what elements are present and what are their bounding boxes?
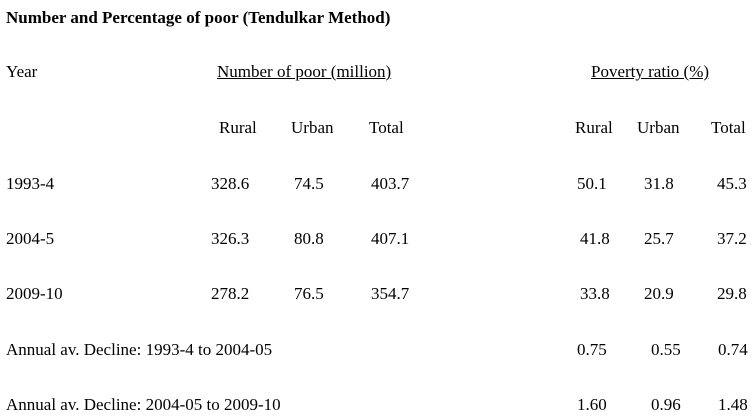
ratio-urban-value: 20.9 (644, 284, 674, 303)
ratio-rural-value: 41.8 (580, 229, 610, 248)
poor-rural-value: 326.3 (211, 229, 250, 248)
poor-total-value: 403.7 (371, 174, 410, 193)
decline-label: Annual av. Decline: 1993-4 to 2004-05 (6, 340, 273, 359)
number-of-poor-header: Number of poor (million) (217, 62, 392, 81)
ratio-total-header: Total (711, 118, 746, 137)
ratio-total-value: 45.3 (717, 174, 747, 193)
ratio-urban-header: Urban (637, 118, 680, 137)
row-year: 1993-4 (6, 174, 55, 193)
poor-urban-value: 76.5 (294, 284, 324, 303)
ratio-total-value: 37.2 (717, 229, 747, 248)
page-title: Number and Percentage of poor (Tendulkar… (6, 8, 391, 27)
poor-rural-header: Rural (219, 118, 257, 137)
ratio-rural-header: Rural (575, 118, 613, 137)
poor-urban-value: 74.5 (294, 174, 324, 193)
ratio-rural-value: 50.1 (577, 174, 607, 193)
row-year: 2004-5 (6, 229, 55, 248)
poor-urban-header: Urban (291, 118, 334, 137)
ratio-total-value: 29.8 (717, 284, 747, 303)
decline-rural-value: 0.75 (577, 340, 607, 359)
decline-urban-value: 0.96 (651, 395, 681, 414)
row-year: 2009-10 (6, 284, 63, 303)
poor-total-value: 407.1 (371, 229, 410, 248)
poor-urban-value: 80.8 (294, 229, 324, 248)
decline-total-value: 0.74 (718, 340, 748, 359)
ratio-urban-value: 25.7 (644, 229, 674, 248)
decline-rural-value: 1.60 (577, 395, 607, 414)
decline-total-value: 1.48 (718, 395, 748, 414)
decline-urban-value: 0.55 (651, 340, 681, 359)
ratio-rural-value: 33.8 (580, 284, 610, 303)
ratio-urban-value: 31.8 (644, 174, 674, 193)
year-header: Year (6, 62, 38, 81)
poor-rural-value: 278.2 (211, 284, 250, 303)
decline-label: Annual av. Decline: 2004-05 to 2009-10 (6, 395, 281, 414)
poor-rural-value: 328.6 (211, 174, 250, 193)
poor-total-header: Total (369, 118, 404, 137)
poverty-ratio-header: Poverty ratio (%) (591, 62, 710, 81)
poor-total-value: 354.7 (371, 284, 410, 303)
